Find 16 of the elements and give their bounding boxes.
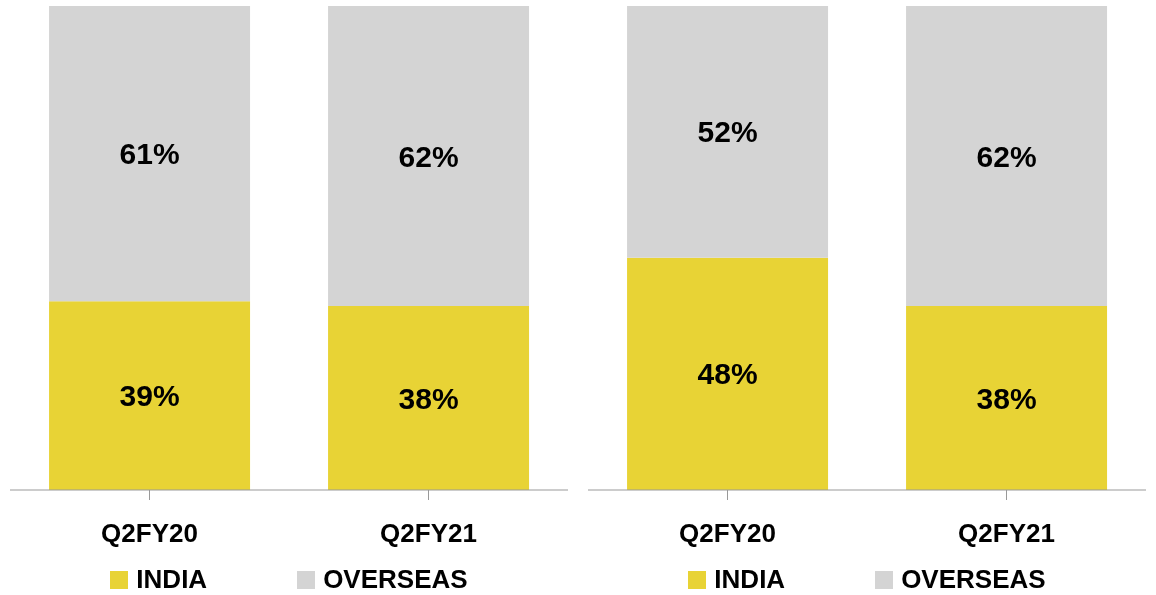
x-tick-label: Q2FY20 [101,518,198,549]
data-label: 38% [976,381,1037,415]
data-label: 48% [697,357,758,391]
legend-label: OVERSEAS [901,564,1046,595]
x-tick-label: Q2FY21 [380,518,477,549]
legend-label: INDIA [136,564,208,595]
data-label: 38% [398,381,459,415]
data-label: 61% [119,137,180,171]
data-label: 52% [697,115,758,149]
x-tick-label: Q2FY21 [958,518,1055,549]
data-label: 39% [119,379,180,413]
data-label: 62% [398,139,459,173]
legend-label: OVERSEAS [323,564,468,595]
data-label: 62% [976,139,1037,173]
x-tick-label: Q2FY20 [679,518,776,549]
legend-label: INDIA [714,564,786,595]
